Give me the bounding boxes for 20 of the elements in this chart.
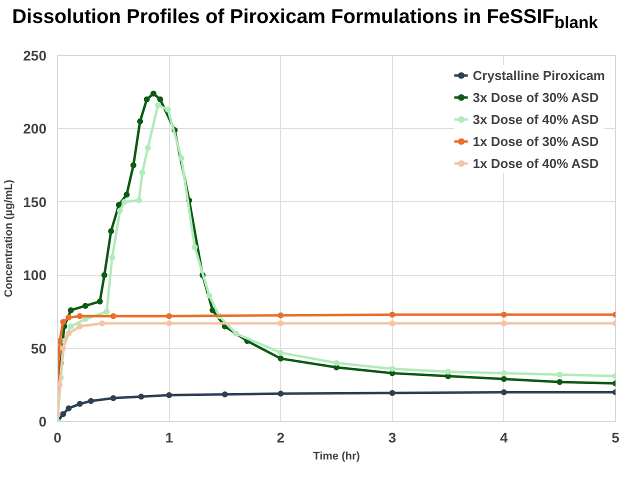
x-tick-label: 0 bbox=[54, 430, 62, 446]
legend-label: Crystalline Piroxicam bbox=[472, 68, 605, 82]
legend-label: 1x Dose of 30% ASD bbox=[472, 134, 599, 148]
x-tick-label: 2 bbox=[276, 430, 285, 446]
x-tick-label: 5 bbox=[612, 430, 620, 446]
y-tick-label: 100 bbox=[23, 267, 47, 284]
legend-label: 3x Dose of 30% ASD bbox=[472, 90, 599, 104]
x-axis-title: Time (hr) bbox=[313, 450, 360, 462]
x-tick-label: 4 bbox=[500, 430, 508, 446]
y-tick-label: 250 bbox=[23, 48, 47, 64]
y-tick-label: 200 bbox=[23, 120, 47, 137]
y-tick-label: 0 bbox=[38, 414, 47, 430]
legend-label: 3x Dose of 40% ASD bbox=[472, 112, 599, 126]
y-tick-label: 150 bbox=[23, 194, 47, 210]
x-tick-label: 1 bbox=[165, 430, 174, 446]
chart-title: Dissolution Profiles of Piroxicam Formulations in FeSSIF$_{blank}$ bbox=[11, 5, 599, 34]
x-tick-label: 3 bbox=[388, 430, 396, 446]
legend-label: 1x Dose of 40% ASD bbox=[472, 156, 599, 170]
y-axis-title: Concentration (µg/mL) bbox=[3, 179, 16, 298]
y-tick-label: 50 bbox=[30, 340, 47, 356]
